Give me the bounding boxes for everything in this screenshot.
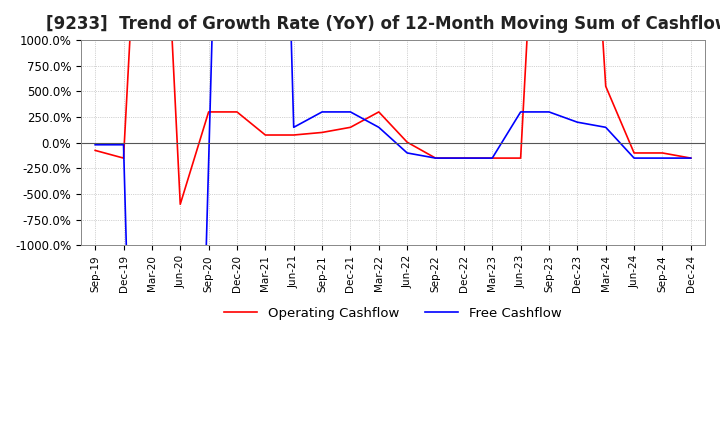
- Free Cashflow: [658, 155, 667, 161]
- Free Cashflow: [459, 155, 468, 161]
- Operating Cashflow: [488, 155, 497, 161]
- Operating Cashflow: [120, 155, 128, 161]
- Free Cashflow: [601, 125, 610, 130]
- Operating Cashflow: [658, 150, 667, 156]
- Operating Cashflow: [176, 202, 184, 207]
- Free Cashflow: [544, 109, 553, 114]
- Operating Cashflow: [630, 150, 639, 156]
- Line: Operating Cashflow: Operating Cashflow: [95, 0, 690, 204]
- Free Cashflow: [630, 155, 639, 161]
- Legend: Operating Cashflow, Free Cashflow: Operating Cashflow, Free Cashflow: [219, 301, 567, 325]
- Free Cashflow: [686, 155, 695, 161]
- Free Cashflow: [488, 155, 497, 161]
- Operating Cashflow: [431, 155, 440, 161]
- Operating Cashflow: [601, 84, 610, 89]
- Operating Cashflow: [516, 155, 525, 161]
- Free Cashflow: [516, 109, 525, 114]
- Operating Cashflow: [91, 148, 99, 153]
- Line: Free Cashflow: Free Cashflow: [95, 0, 690, 440]
- Free Cashflow: [403, 150, 412, 156]
- Operating Cashflow: [289, 132, 298, 138]
- Operating Cashflow: [204, 109, 213, 114]
- Operating Cashflow: [261, 132, 270, 138]
- Free Cashflow: [431, 155, 440, 161]
- Free Cashflow: [91, 142, 99, 147]
- Operating Cashflow: [403, 139, 412, 145]
- Operating Cashflow: [233, 109, 241, 114]
- Operating Cashflow: [459, 155, 468, 161]
- Free Cashflow: [374, 125, 383, 130]
- Operating Cashflow: [374, 109, 383, 114]
- Free Cashflow: [346, 109, 355, 114]
- Operating Cashflow: [686, 155, 695, 161]
- Free Cashflow: [573, 120, 582, 125]
- Operating Cashflow: [318, 130, 326, 135]
- Free Cashflow: [289, 125, 298, 130]
- Title: [9233]  Trend of Growth Rate (YoY) of 12-Month Moving Sum of Cashflows: [9233] Trend of Growth Rate (YoY) of 12-…: [46, 15, 720, 33]
- Free Cashflow: [204, 161, 213, 166]
- Operating Cashflow: [346, 125, 355, 130]
- Free Cashflow: [120, 142, 128, 147]
- Free Cashflow: [318, 109, 326, 114]
